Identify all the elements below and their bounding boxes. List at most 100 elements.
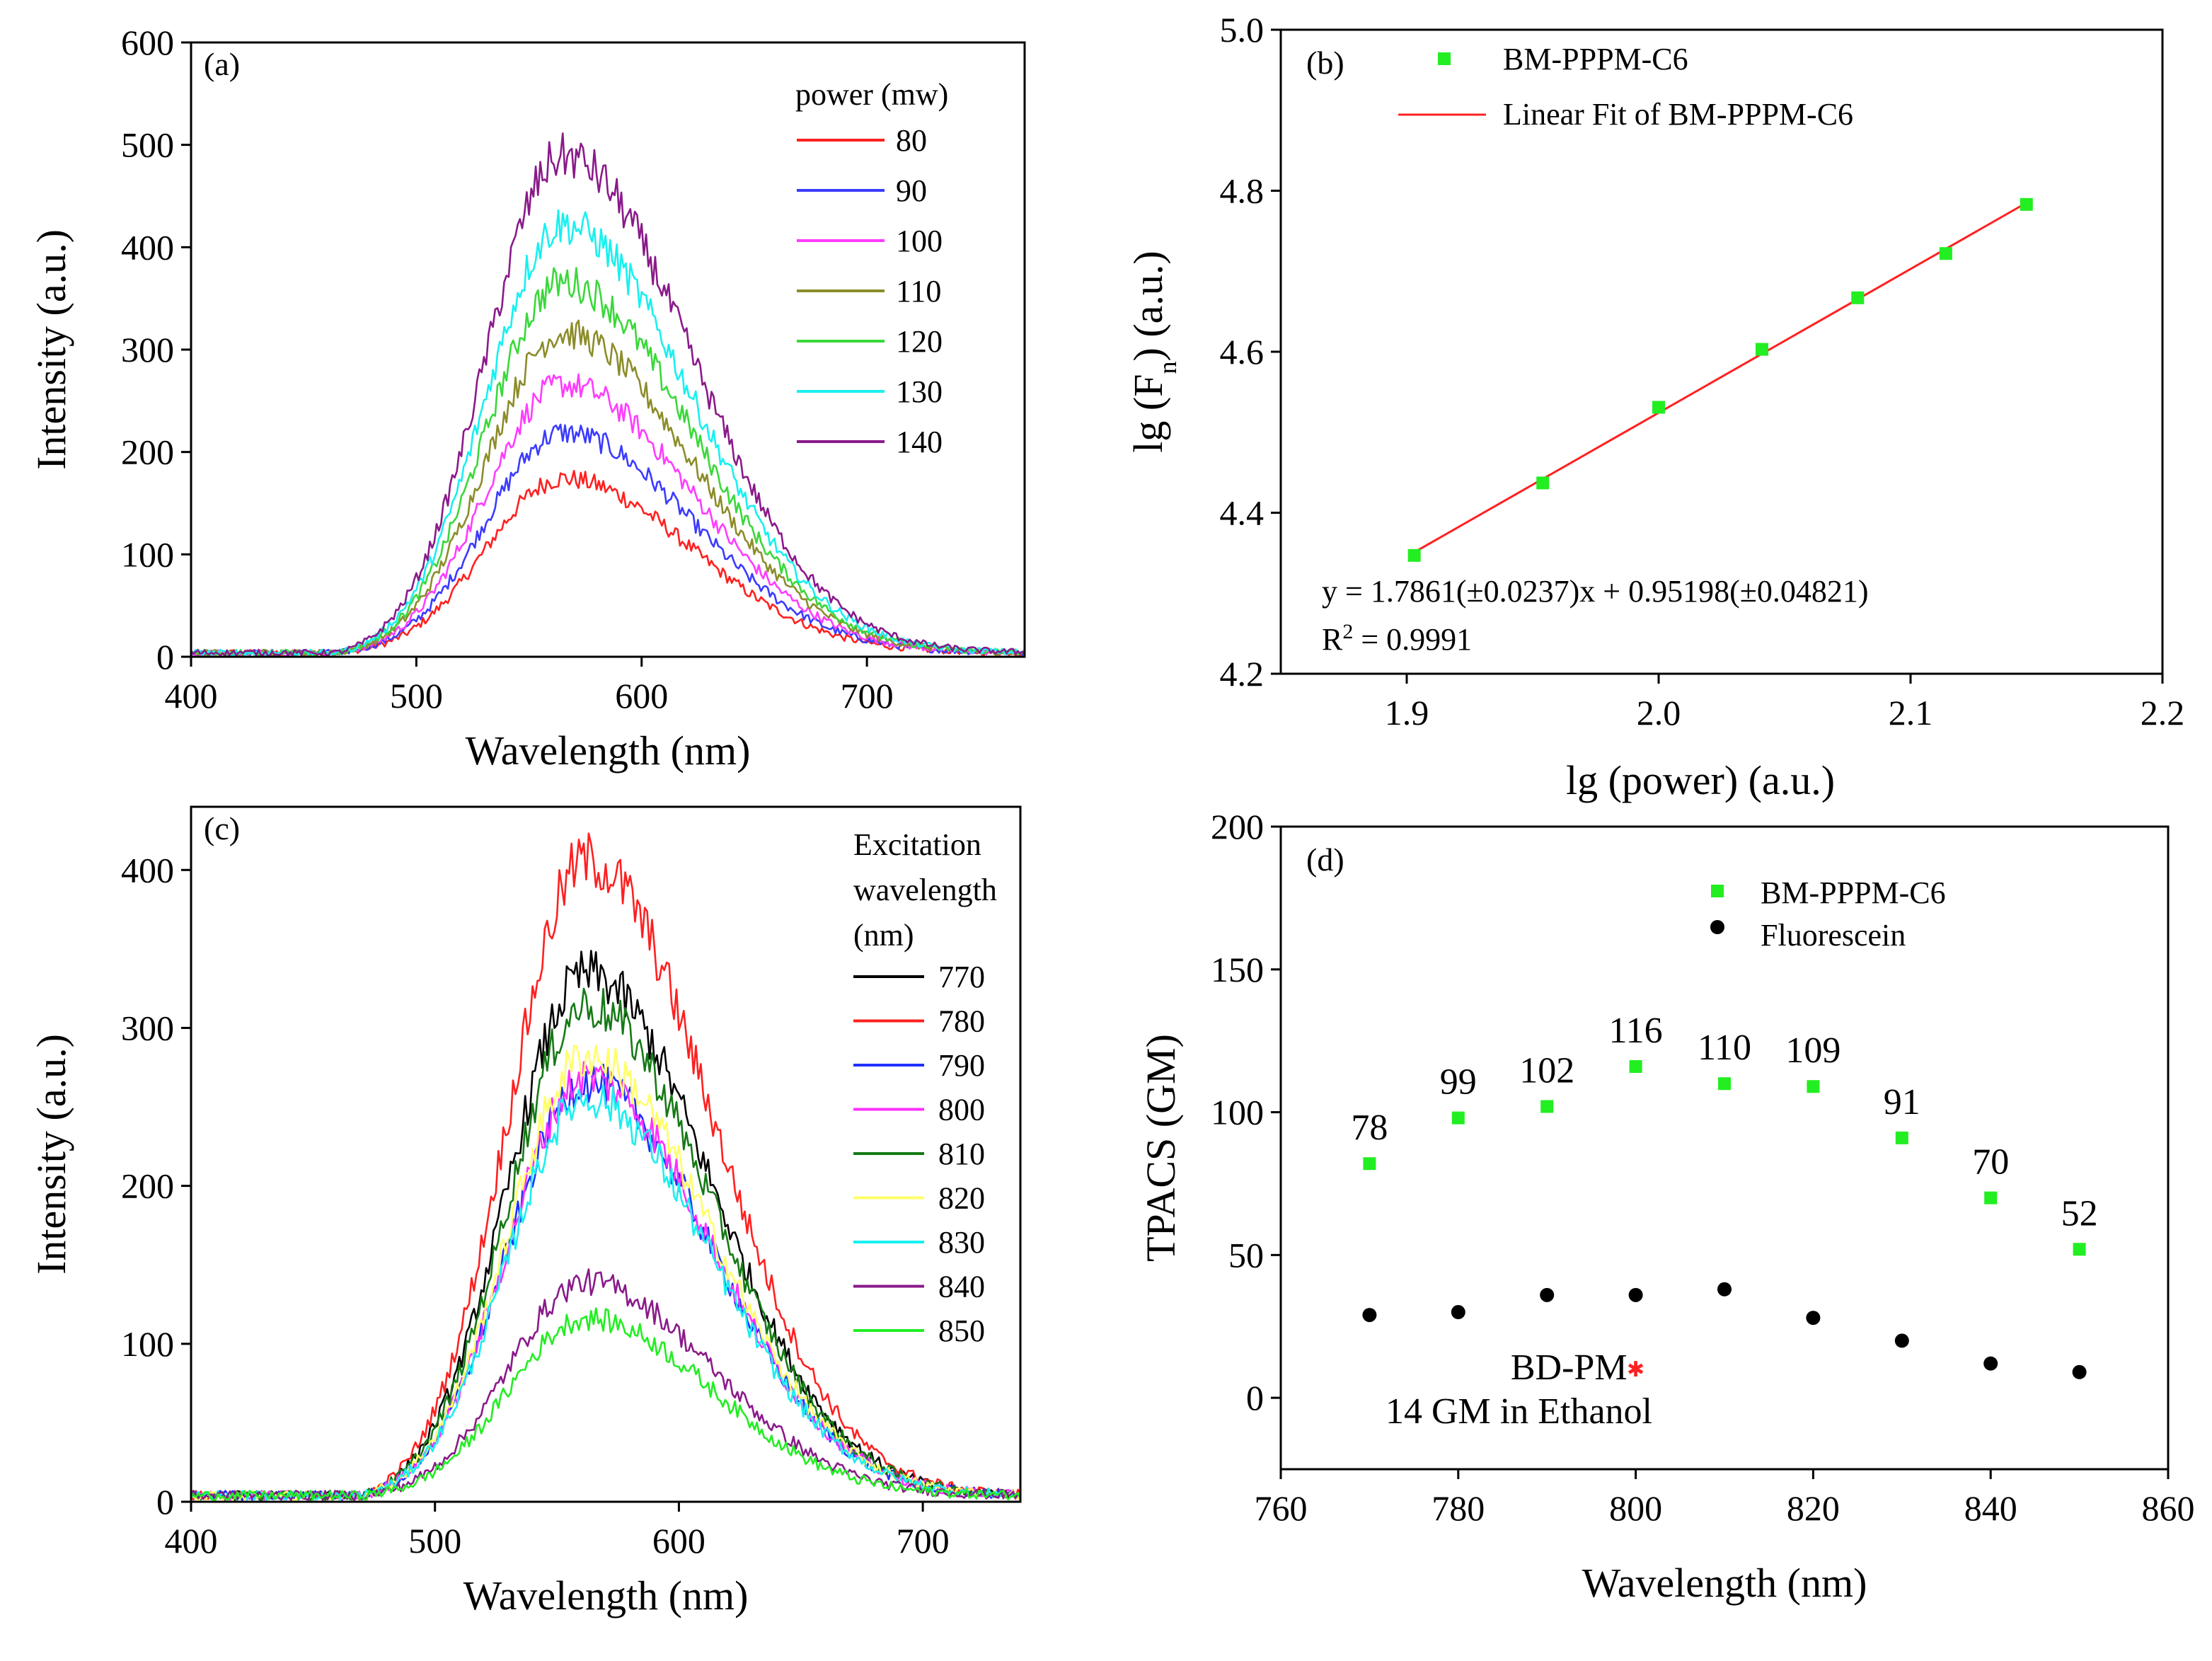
data-label: 91 xyxy=(1884,1082,1920,1122)
legend-entry: Linear Fit of BM-PPPM-C6 xyxy=(1503,97,1853,132)
legend-entry: 830 xyxy=(938,1225,985,1260)
y-tick-label: 100 xyxy=(1211,1093,1264,1132)
panel-c: 400 500 600 700 0 100 200 300 400 (c) Wavelength (… xyxy=(28,805,1022,1619)
data-point-bm-pppm-c6 xyxy=(1451,1111,1465,1125)
data-point xyxy=(1536,476,1550,490)
data-point-fluorescein xyxy=(1983,1356,1998,1371)
data-label: 109 xyxy=(1785,1030,1841,1071)
data-point-fluorescein xyxy=(1717,1282,1732,1297)
x-tick-label: 780 xyxy=(1432,1488,1485,1528)
data-point-fluorescein xyxy=(1806,1311,1821,1326)
plot-frame xyxy=(1279,825,2170,1471)
data-point-fluorescein xyxy=(1451,1305,1465,1320)
x-axis-label: Wavelength (nm) xyxy=(463,1573,749,1619)
y-axis-label: Intensity (a.u.) xyxy=(28,229,74,470)
data-point-bm-pppm-c6 xyxy=(1540,1100,1554,1113)
panel-label: (c) xyxy=(204,810,240,846)
data-point xyxy=(1652,401,1665,414)
legend-entry: 120 xyxy=(896,324,943,359)
y-tick-label: 300 xyxy=(121,330,174,369)
legend-entry: 840 xyxy=(938,1270,985,1304)
panel-label: (a) xyxy=(204,46,240,82)
y-tick-label: 0 xyxy=(156,637,174,677)
r-squared-prefix: R xyxy=(1322,622,1343,657)
panel-a: 400 500 600 700 0 100 200 300 400 500 600 (a) Wavele… xyxy=(28,23,1026,774)
x-axis-label: lg (power) (a.u.) xyxy=(1566,757,1835,803)
data-point-fluorescein xyxy=(1628,1287,1643,1302)
data-point-bm-pppm-c6 xyxy=(2073,1243,2086,1256)
x-tick-label: 500 xyxy=(408,1521,461,1561)
series-line-100 xyxy=(190,373,1026,657)
legend-title: power (mw) xyxy=(795,77,948,112)
y-axis-label-suffix: ) (a.u.) xyxy=(1125,251,1171,361)
legend-entry: 790 xyxy=(938,1048,985,1083)
data-point xyxy=(1407,548,1421,562)
data-label: 110 xyxy=(1698,1028,1751,1068)
y-tick-label: 150 xyxy=(1211,950,1264,989)
data-point xyxy=(1939,247,1952,260)
y-tick-label: 200 xyxy=(1211,807,1264,846)
x-tick-label: 600 xyxy=(615,676,668,715)
y-tick-label: 50 xyxy=(1228,1235,1264,1275)
x-axis-label: Wavelength (nm) xyxy=(1582,1560,1867,1606)
r-squared-superscript: 2 xyxy=(1342,620,1353,643)
data-point-fluorescein xyxy=(2072,1364,2087,1379)
data-point-fluorescein xyxy=(1894,1333,1909,1348)
y-tick-label: 600 xyxy=(121,23,174,62)
data-point-bm-pppm-c6 xyxy=(1807,1080,1820,1093)
series-line-770 xyxy=(190,950,1021,1501)
reference-note: 14 GM in Ethanol xyxy=(1386,1391,1652,1432)
x-tick-label: 2.1 xyxy=(1889,693,1933,732)
data-point-fluorescein xyxy=(1540,1287,1555,1302)
x-axis-label: Wavelength (nm) xyxy=(466,728,751,774)
series-line-820 xyxy=(190,1045,1022,1502)
y-tick-label: 100 xyxy=(121,534,174,574)
panel-label: (d) xyxy=(1306,841,1344,878)
data-label: 116 xyxy=(1609,1011,1663,1051)
data-label: 52 xyxy=(2061,1193,2098,1234)
y-axis-label-prefix: lg (F xyxy=(1125,374,1171,453)
x-tick-label: 1.9 xyxy=(1385,693,1429,732)
legend-entry: 140 xyxy=(896,425,943,459)
data-point xyxy=(2020,197,2033,211)
data-point-fluorescein xyxy=(1362,1308,1377,1323)
x-tick-label: 2.2 xyxy=(2141,693,2185,732)
x-tick-label: 2.0 xyxy=(1637,693,1681,732)
y-tick-label: 4.4 xyxy=(1220,493,1265,533)
x-tick-label: 700 xyxy=(841,676,894,715)
x-tick-label: 820 xyxy=(1787,1488,1840,1528)
legend-entry: 820 xyxy=(938,1181,985,1216)
y-axis-label-subscript: n xyxy=(1153,362,1182,374)
data-label: 99 xyxy=(1440,1062,1477,1103)
y-axis-label: Intensity (a.u.) xyxy=(28,1034,74,1275)
legend-entry: 850 xyxy=(938,1314,985,1348)
data-point xyxy=(1851,291,1865,304)
x-tick-label: 760 xyxy=(1255,1488,1308,1528)
x-tick-label: 860 xyxy=(2142,1488,2195,1528)
legend-title: Excitation xyxy=(853,827,981,862)
legend-entry: 810 xyxy=(938,1137,985,1171)
x-tick-label: 400 xyxy=(165,676,218,715)
y-tick-label: 200 xyxy=(121,1166,174,1206)
legend-marker xyxy=(1711,885,1724,897)
plot-frame xyxy=(190,805,1022,1503)
y-tick-label: 0 xyxy=(1246,1378,1264,1418)
series-line-80 xyxy=(190,469,1026,657)
r-squared-value: = 0.9991 xyxy=(1353,622,1472,657)
data-point-bm-pppm-c6 xyxy=(1718,1077,1731,1091)
panel-label: (b) xyxy=(1306,45,1344,81)
data-point xyxy=(1755,343,1768,356)
legend-entry: 80 xyxy=(896,123,927,158)
series-line-850 xyxy=(190,1307,1022,1501)
y-tick-label: 4.6 xyxy=(1220,332,1265,372)
y-tick-label: 200 xyxy=(121,432,174,472)
data-point-bm-pppm-c6 xyxy=(1895,1131,1908,1144)
legend-entry: 800 xyxy=(938,1093,985,1127)
data-point-bm-pppm-c6 xyxy=(1363,1157,1376,1171)
x-tick-label: 800 xyxy=(1609,1488,1662,1528)
fit-line xyxy=(1413,202,2027,553)
legend-entry: 100 xyxy=(896,224,943,258)
fit-equation: y = 1.7861(±0.0237)x + 0.95198(±0.04821) xyxy=(1322,574,1869,609)
legend-entry: 780 xyxy=(938,1004,985,1039)
